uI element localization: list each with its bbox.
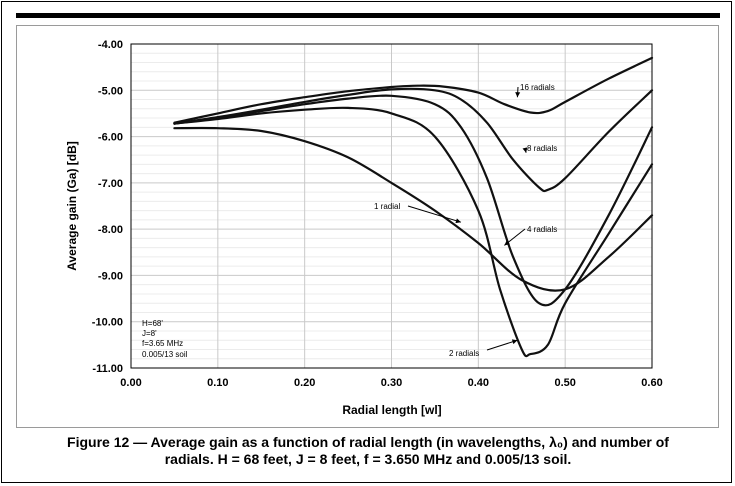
annotation-arrowhead [515,92,521,98]
note-soil: 0.005/13 soil [142,350,188,359]
series-line-16-radials [173,56,654,124]
note-height: H=68' [142,319,163,328]
y-tick-label: -7.00 [98,178,123,190]
annotation-label: 16 radials [520,83,555,92]
series-line-8-radials [173,87,654,193]
y-axis-label: Average gain (Ga) [dB] [65,141,79,271]
y-tick-label: -6.00 [98,132,123,144]
caption-line-2: radials. H = 68 feet, J = 8 feet, f = 3.… [164,451,572,467]
y-tick-label: -4.00 [98,39,123,51]
top-rule [16,13,720,18]
annotation-arrow [486,339,518,351]
x-tick-label: 0.20 [294,377,315,389]
gain-vs-radial-length-chart: -4.00 -5.00 -6.00 -7.00 -8.00 -9.00 -10.00 -11.… [65,39,663,417]
y-tick-label: -5.00 [98,85,123,97]
data-series [173,56,654,358]
caption-line-1: Figure 12 — Average gain as a function o… [67,434,669,450]
series-line-2-radials [173,106,654,358]
annotation-label: 4 radials [527,225,557,234]
y-tick-label: -10.00 [92,317,123,329]
y-tick-label: -9.00 [98,270,123,282]
figure-caption: Figure 12 — Average gain as a function o… [16,434,720,468]
y-tick-label: -8.00 [98,224,123,236]
series-line-1-radial [173,126,654,292]
parameter-notes: H=68' J=8' f=3.65 MHz 0.005/13 soil [142,319,188,359]
x-tick-label: 0.00 [120,377,141,389]
y-tick-labels: -4.00 -5.00 -6.00 -7.00 -8.00 -9.00 -10.00 -11.… [92,39,123,375]
x-tick-label: 0.40 [468,377,489,389]
series-line-4-radials [173,94,654,307]
x-tick-label: 0.60 [641,377,662,389]
x-tick-label: 0.10 [207,377,228,389]
note-frequency: f=3.65 MHz [142,339,183,348]
annotation-arrow [407,205,462,223]
x-tick-label: 0.30 [381,377,402,389]
x-axis-label: Radial length [wl] [342,403,441,417]
plot-border [130,43,653,369]
y-tick-label: -11.00 [92,363,123,375]
annotation-arrowhead [511,339,518,345]
annotation-arrowhead [455,218,461,224]
x-tick-label: 0.50 [554,377,575,389]
annotation-arrowhead [504,240,510,246]
annotation-label: 2 radials [449,349,479,358]
annotation-label: 8 radials [527,144,557,153]
x-tick-labels: 0.00 0.10 0.20 0.30 0.40 0.50 0.60 [120,377,662,389]
annotation-label: 1 radial [374,202,400,211]
note-j: J=8' [142,329,157,338]
annotation-arrowhead [522,147,528,153]
series-annotations: 16 radials 8 radials 1 radial 4 radials 2 ra… [374,83,557,358]
